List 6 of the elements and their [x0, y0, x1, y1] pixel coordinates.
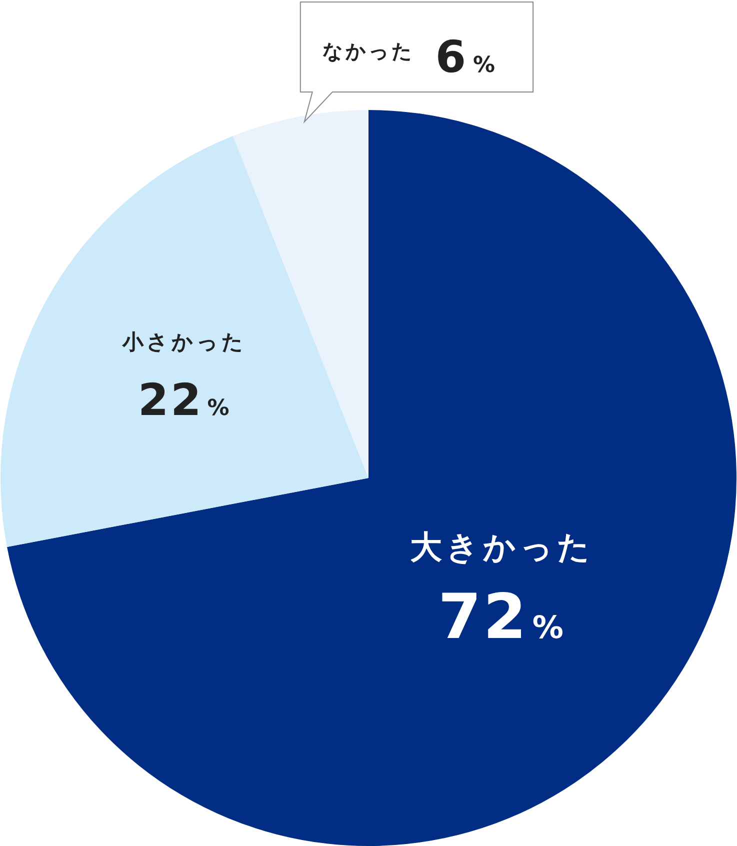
data-label: 6%: [435, 32, 498, 83]
data-label: 72%: [438, 580, 566, 654]
data-label: 22%: [138, 374, 232, 426]
slice-label: なかった: [322, 39, 414, 63]
slice-label: 大きかった: [410, 528, 594, 566]
slice-label: 小さかった: [122, 330, 247, 354]
